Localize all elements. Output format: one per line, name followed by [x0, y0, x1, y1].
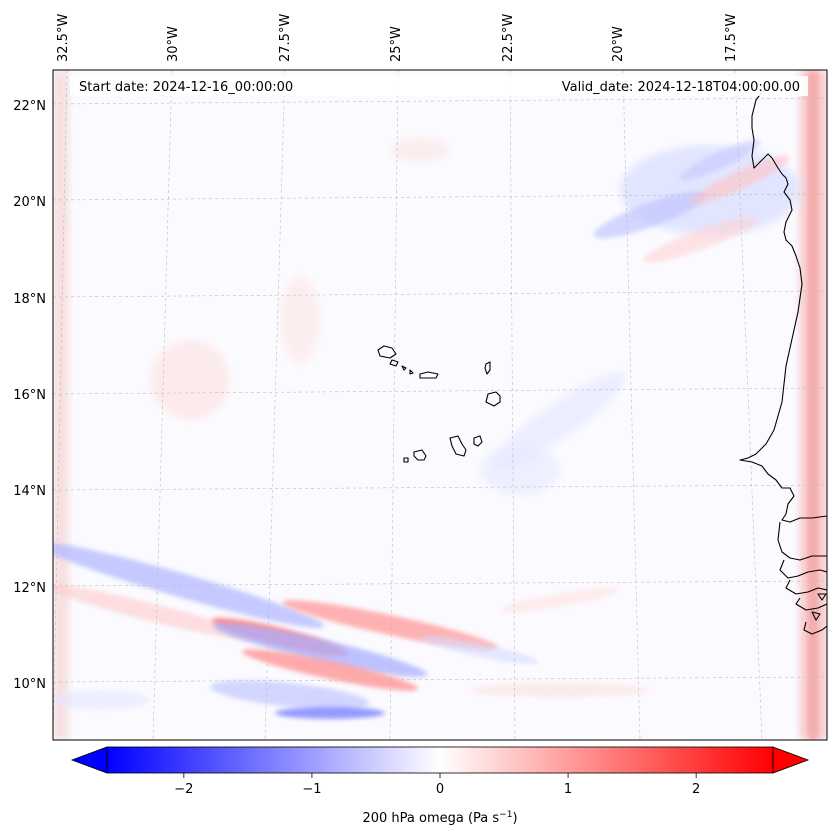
colorbar-gradient — [106, 746, 774, 774]
lon-label-27-5w: 27.5°W — [278, 14, 293, 62]
colorbar-label: 200 hPa omega (Pa s−1) — [362, 810, 517, 826]
lat-label-16n: 16°N — [13, 388, 46, 403]
start-date-label: Start date: 2024-12-16_00:00:00 — [79, 80, 293, 95]
africa-coastline — [739, 85, 827, 523]
colorbar-tick-label: 2 — [692, 782, 700, 797]
lon-label-17-5w: 17.5°W — [724, 14, 739, 62]
colorbar-tick-label: −2 — [174, 782, 193, 797]
latitude-labels: 22°N 20°N 18°N 16°N 14°N 12°N 10°N — [13, 99, 46, 692]
lat-label-20n: 20°N — [13, 195, 46, 210]
lon-label-30w: 30°W — [166, 26, 181, 62]
lon-label-25w: 25°W — [389, 26, 404, 62]
lat-label-14n: 14°N — [13, 484, 46, 499]
colorbar-ticks: −2 −1 0 1 2 — [174, 773, 700, 797]
longitude-labels: 32.5°W 30°W 27.5°W 25°W 22.5°W 20°W 17.5… — [56, 14, 739, 62]
omega-field — [53, 70, 827, 740]
coastlines — [377, 85, 827, 635]
map-panel: Start date: 2024-12-16_00:00:00 Valid_da… — [52, 69, 828, 741]
colorbar-tick-label: −1 — [302, 782, 321, 797]
colorbar-tick-label: 1 — [564, 782, 572, 797]
lon-label-22-5w: 22.5°W — [501, 14, 516, 62]
lat-label-22n: 22°N — [13, 99, 46, 114]
date-banner — [70, 76, 808, 96]
cape-verde-islands — [377, 345, 397, 359]
colorbar: −2 −1 0 1 2 200 hPa omega (Pa s−1) — [70, 746, 810, 826]
lat-label-10n: 10°N — [13, 677, 46, 692]
colorbar-max-extend — [772, 746, 810, 774]
lat-label-12n: 12°N — [13, 581, 46, 596]
map-frame — [52, 69, 828, 741]
lat-label-18n: 18°N — [13, 292, 46, 307]
lon-label-32-5w: 32.5°W — [56, 14, 71, 62]
graticule — [53, 70, 827, 740]
colorbar-min-extend — [70, 746, 108, 774]
valid-date-label: Valid_date: 2024-12-18T04:00:00.00 — [562, 80, 800, 95]
colorbar-tick-label: 0 — [436, 782, 444, 797]
lon-label-20w: 20°W — [611, 26, 626, 62]
